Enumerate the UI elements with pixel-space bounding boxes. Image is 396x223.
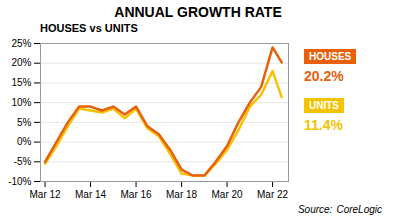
svg-text:25%: 25% (11, 38, 31, 49)
html-text:HOUSES: HOUSES (309, 51, 352, 62)
svg-text:5%: 5% (17, 117, 32, 128)
svg-text:15%: 15% (11, 77, 31, 88)
svg-text:Mar 12: Mar 12 (29, 189, 61, 200)
html-text:UNITS: UNITS (309, 100, 339, 111)
html-text:11.4%: 11.4% (304, 117, 343, 133)
html-text:Source: CoreLogic: Source: CoreLogic (297, 204, 382, 215)
svg-text:Mar 22: Mar 22 (257, 189, 289, 200)
svg-text:-5%: -5% (14, 156, 32, 167)
html-text:HOUSES vs UNITS: HOUSES vs UNITS (40, 22, 138, 34)
svg-text:10%: 10% (11, 97, 31, 108)
svg-text:Mar 18: Mar 18 (166, 189, 198, 200)
html-text:20.2%: 20.2% (304, 68, 344, 84)
html-text:ANNUAL GROWTH RATE: ANNUAL GROWTH RATE (114, 4, 282, 20)
svg-text:-10%: -10% (8, 176, 31, 187)
svg-text:0%: 0% (17, 136, 32, 147)
svg-text:Mar 16: Mar 16 (120, 189, 152, 200)
svg-text:Mar 14: Mar 14 (75, 189, 107, 200)
svg-text:Mar 20: Mar 20 (212, 189, 244, 200)
svg-text:20%: 20% (11, 57, 31, 68)
